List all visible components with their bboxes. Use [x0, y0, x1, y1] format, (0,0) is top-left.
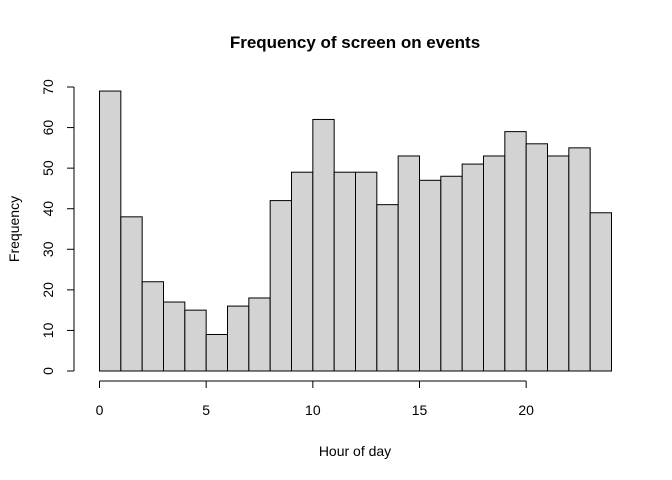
histogram-bar: [355, 171, 378, 372]
histogram-bar: [120, 216, 143, 372]
y-tick-label: 10: [40, 322, 56, 338]
y-tick-label: 70: [40, 79, 56, 95]
histogram-bar: [440, 175, 463, 372]
x-tick-label: 20: [518, 402, 534, 418]
histogram-bar: [205, 333, 229, 372]
histogram-bar: [227, 305, 250, 372]
y-tick-label: 20: [40, 282, 56, 298]
histogram-bar: [568, 147, 591, 372]
histogram-bar: [376, 204, 399, 372]
histogram-bar: [291, 171, 314, 372]
histogram-bar: [99, 90, 122, 372]
histogram-bar: [461, 163, 484, 372]
histogram-bar: [525, 143, 549, 372]
histogram-bar: [504, 131, 527, 372]
y-tick-label: 30: [40, 241, 56, 257]
histogram-bar: [333, 171, 356, 372]
x-tick-label: 10: [305, 402, 321, 418]
x-tick-label: 15: [412, 402, 428, 418]
histogram-bar: [163, 301, 186, 372]
histogram-bar: [397, 155, 420, 372]
histogram-bar: [419, 179, 442, 372]
y-axis: 0 10 20 30 40 50 60 70: [40, 79, 75, 375]
histogram-bar: [312, 118, 335, 372]
y-tick-label: 0: [40, 367, 56, 375]
x-tick-label: 5: [202, 402, 210, 418]
y-tick-label: 60: [40, 120, 56, 136]
bars-group: [99, 90, 613, 372]
chart-title: Frequency of screen on events: [230, 33, 480, 52]
x-axis-label: Hour of day: [319, 443, 391, 459]
histogram-bar: [483, 155, 506, 372]
x-axis: 0 5 10 15 20: [96, 380, 534, 418]
x-tick-label: 0: [96, 402, 104, 418]
histogram-bar: [248, 297, 271, 372]
y-axis-label: Frequency: [6, 196, 22, 262]
histogram-bar: [269, 200, 292, 372]
histogram-bar: [547, 155, 570, 372]
histogram-bar: [589, 212, 613, 372]
histogram-bar: [184, 309, 207, 372]
y-tick-label: 50: [40, 160, 56, 176]
y-tick-label: 40: [40, 201, 56, 217]
histogram-bar: [141, 281, 165, 372]
